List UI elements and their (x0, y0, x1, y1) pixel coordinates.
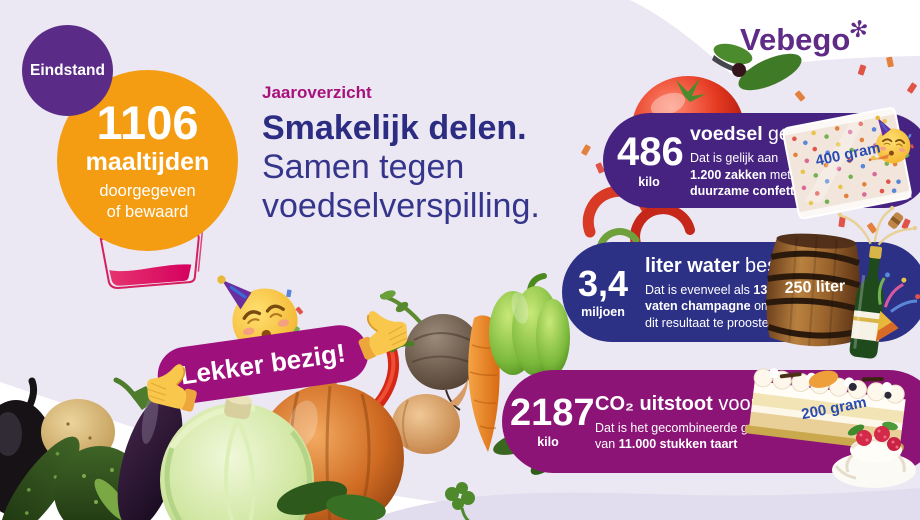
vebego-logo: Vebego✻ (740, 15, 870, 58)
shallot-image (392, 378, 468, 454)
black-radish-image (0, 377, 56, 516)
badge-label: Eindstand (30, 61, 105, 79)
stat-description: voedsel gered Dat is gelijk aan 1.200 za… (690, 122, 818, 198)
cucumber-image (0, 436, 80, 520)
barrel-volume-label: 250 liter (784, 277, 846, 298)
basil-leaves-image (276, 481, 386, 520)
stat-number: 486 kilo (617, 130, 684, 189)
parsley-image (445, 482, 475, 520)
meals-subtext: doorgegeven of bewaard (99, 182, 196, 221)
meals-count: 1106 (96, 95, 199, 149)
stat-number: 2187 kilo (510, 392, 595, 449)
stat-pill-water: 3,4 miljoen liter water bespaard Dat is … (562, 242, 920, 342)
okra-image (94, 478, 130, 520)
onion-image (256, 370, 404, 520)
logo-sparkle-icon: ✻ (847, 14, 871, 44)
stat-pill-co2: 2187 kilo CO₂ uitstoot voorkomen Dat is … (502, 370, 920, 473)
meals-unit: maaltijden (85, 147, 210, 176)
sticker-label: Lekker bezig! (178, 337, 348, 391)
heading-subtitle-1: Samen tegen (262, 148, 465, 187)
zucchini-image (54, 446, 146, 520)
heading-subtitle-2: voedselverspilling. (262, 187, 540, 226)
lekker-bezig-sticker: Lekker bezig! (154, 321, 372, 408)
stat-description: CO₂ uitstoot voorkomen Dat is het gecomb… (595, 392, 818, 451)
heading-kicker: Jaaroverzicht (262, 83, 372, 102)
beet-image (380, 290, 481, 411)
stat-number: 3,4 miljoen (577, 262, 629, 319)
potato-image (41, 399, 115, 465)
meals-counter-circle: 1106 maaltijden doorgegeven of bewaard (57, 70, 238, 251)
page-title: Smakelijk delen. (262, 109, 527, 147)
stat-pill-voedsel: 486 kilo voedsel gered Dat is gelijk aan… (603, 113, 920, 208)
cabbage-image (160, 393, 314, 520)
main-heading: Jaaroverzicht Smakelijk delen. Samen teg… (262, 83, 540, 226)
carrot-image (468, 315, 500, 452)
logo-text: Vebego (740, 22, 851, 57)
eindstand-badge: Eindstand (22, 25, 113, 116)
bell-pepper-image (489, 273, 570, 376)
